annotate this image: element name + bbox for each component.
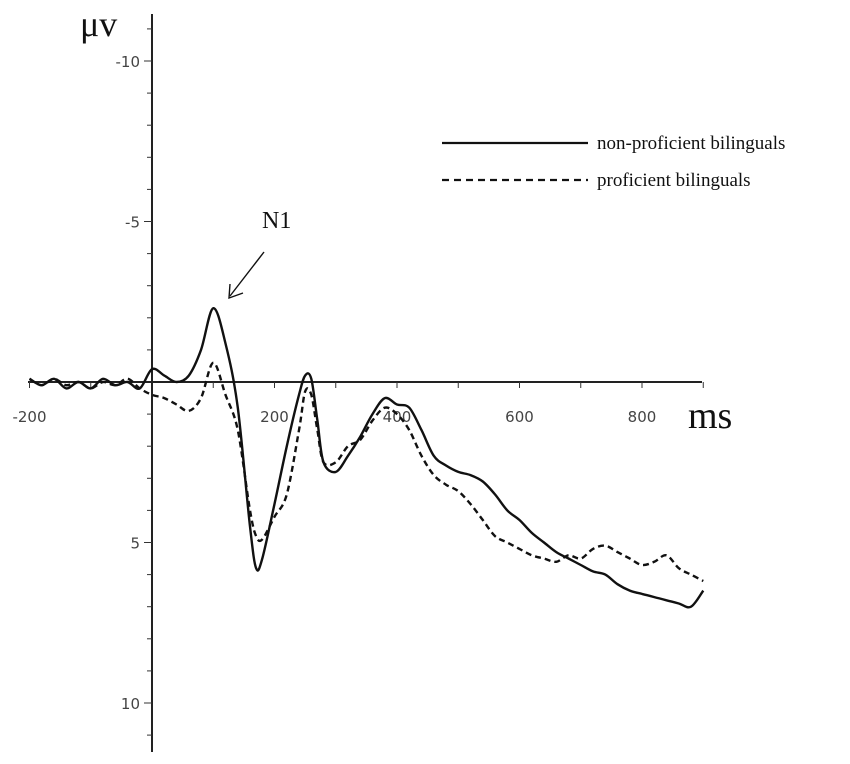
ticks: -200 200 400 600 800 -10 -5 5 10 bbox=[12, 28, 704, 736]
legend: non-proficient bilinguals proficient bil… bbox=[442, 133, 785, 191]
series-line-non-proficient bbox=[28, 307, 705, 609]
legend-label-non-proficient: non-proficient bilinguals bbox=[597, 133, 785, 154]
n1-arrow-shaft bbox=[229, 251, 265, 297]
y-axis-unit-label: μv bbox=[80, 4, 117, 44]
y-tick-label: -5 bbox=[125, 214, 140, 232]
x-axis-unit-label: ms bbox=[688, 395, 732, 437]
y-tick-label: -10 bbox=[116, 53, 141, 71]
n1-label: N1 bbox=[262, 208, 291, 234]
x-tick-label: 600 bbox=[505, 408, 534, 426]
x-tick-label: 400 bbox=[383, 408, 412, 426]
series-layer bbox=[28, 307, 705, 609]
x-tick-label: 200 bbox=[260, 408, 289, 426]
axes bbox=[28, 14, 702, 752]
legend-label-proficient: proficient bilinguals bbox=[597, 170, 751, 191]
x-tick-label: 800 bbox=[628, 408, 657, 426]
n1-annotation: N1 bbox=[228, 208, 291, 300]
y-tick-label: 5 bbox=[130, 535, 140, 553]
series-line-proficient bbox=[28, 361, 704, 583]
y-tick-label: 10 bbox=[121, 695, 140, 713]
x-tick-label: -200 bbox=[12, 408, 46, 426]
n1-arrow-head bbox=[228, 283, 244, 300]
